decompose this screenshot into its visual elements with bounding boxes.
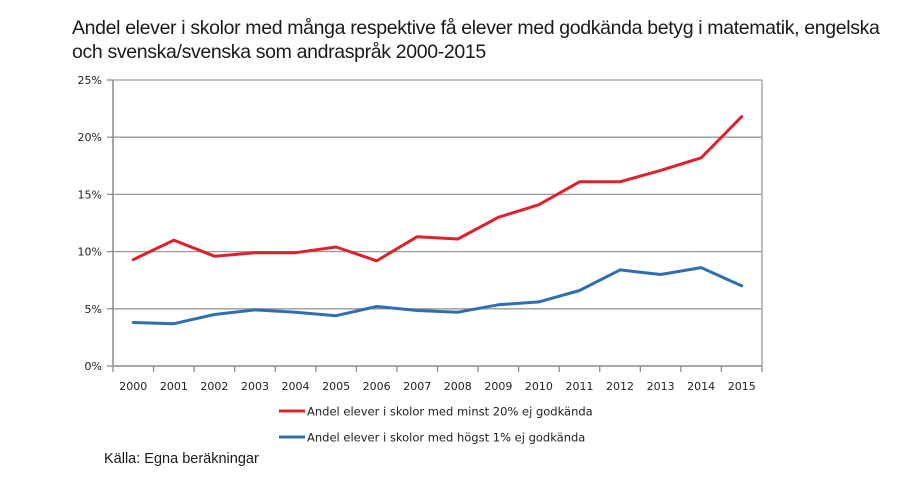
y-tick-label: 5%	[85, 303, 102, 316]
x-tick-label: 2013	[647, 380, 675, 393]
y-tick-label: 20%	[78, 131, 102, 144]
series-line-1	[131, 115, 744, 263]
x-tick-label: 2006	[363, 380, 391, 393]
y-tick-label: 25%	[78, 74, 102, 87]
x-tick-label: 2009	[484, 380, 512, 393]
x-tick-label: 2007	[403, 380, 431, 393]
x-tick-label: 2003	[241, 380, 269, 393]
series-line-2	[131, 266, 744, 326]
x-tick-label: 2012	[606, 380, 634, 393]
y-axis-ticks: 0% 5% 10% 15% 20% 25%	[78, 74, 113, 373]
x-tick-label: 2011	[565, 380, 593, 393]
chart-title: Andel elever i skolor med många respekti…	[72, 17, 880, 63]
x-tick-label: 2005	[322, 380, 350, 393]
x-tick-label: 2010	[525, 380, 553, 393]
x-tick-label: 2015	[728, 380, 756, 393]
source-note: Källa: Egna beräkningar	[104, 451, 259, 467]
legend-label-1: Andel elever i skolor med minst 20% ej g…	[307, 405, 593, 419]
x-tick-label: 2001	[160, 380, 188, 393]
y-tick-label: 15%	[78, 188, 102, 201]
x-tick-label: 2000	[119, 380, 147, 393]
gridlines	[113, 79, 762, 310]
series-lines	[131, 115, 744, 326]
x-tick-label: 2014	[687, 380, 715, 393]
x-axis-ticks: 2000 2001 2002 2003 2004 2005 2006 2007 2008 2009…	[112, 366, 763, 393]
x-tick-label: 2008	[444, 380, 472, 393]
axes	[112, 80, 763, 367]
legend-label-2: Andel elever i skolor med högst 1% ej go…	[307, 431, 585, 445]
x-tick-label: 2004	[282, 380, 310, 393]
y-tick-label: 10%	[78, 246, 102, 259]
legend: Andel elever i skolor med minst 20% ej g…	[279, 405, 593, 445]
x-tick-label: 2002	[200, 380, 228, 393]
y-tick-label: 0%	[85, 360, 102, 373]
